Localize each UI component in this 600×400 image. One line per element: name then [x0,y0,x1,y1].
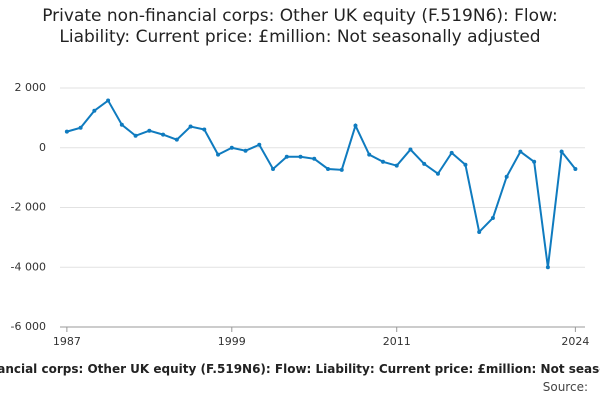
y-tick-label: -6 000 [11,320,46,333]
point [408,147,413,152]
point [133,133,138,138]
x-tick-label: 1987 [53,335,81,348]
point [243,148,248,153]
point [298,154,303,159]
point [92,108,97,113]
point [106,98,111,103]
caption-text: Private non-financial corps: Other UK eq… [0,362,600,376]
point [394,163,399,168]
point [202,127,207,132]
point [435,171,440,176]
x-tick-label: 2024 [561,335,589,348]
point [367,152,372,157]
y-tick-label: 2 000 [15,81,47,94]
point [188,124,193,129]
chart: -6 000 -4 000 -2 000 0 2 000 1987 1999 2011 2024 [11,81,590,348]
y-tick-label: 0 [39,141,46,154]
point [573,166,578,171]
point [504,174,509,179]
point [559,149,564,154]
point [312,156,317,161]
y-tick-label: -4 000 [11,260,46,273]
point [545,265,550,270]
point [518,149,523,154]
point [490,215,495,220]
point [353,123,358,128]
point [147,128,152,133]
point [449,150,454,155]
point [380,159,385,164]
point [119,122,124,127]
point [64,129,69,134]
point [477,229,482,234]
chart-title: Private non-financial corps: Other UK eq… [42,6,558,47]
caption: Private non-financial corps: Other UK eq… [0,362,600,376]
point [174,137,179,142]
point [216,152,221,157]
point [78,125,83,130]
y-tick-label: -2 000 [11,201,46,214]
x-tick-label: 1999 [218,335,246,348]
point [532,159,537,164]
point [463,162,468,167]
point [325,166,330,171]
point [284,154,289,159]
source-label: Source: [542,380,588,394]
point [229,145,234,150]
point [161,132,166,137]
x-tick-label: 2011 [383,335,411,348]
line [66,99,577,268]
point [271,166,276,171]
point [422,161,427,166]
point [339,167,344,172]
point [257,142,262,147]
